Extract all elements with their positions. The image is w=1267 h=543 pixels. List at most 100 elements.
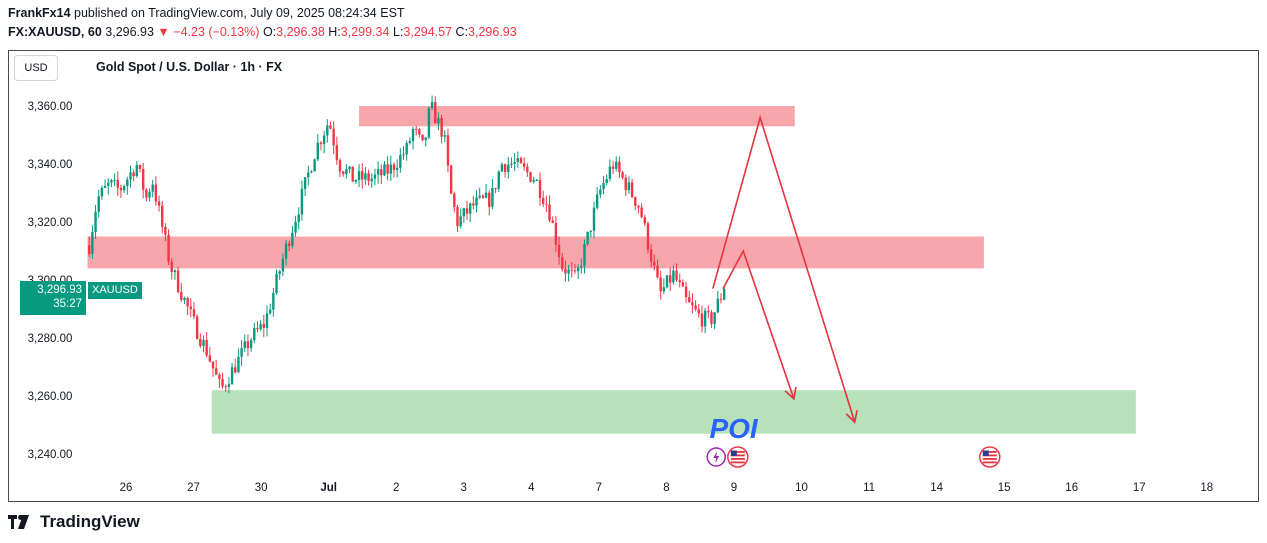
candle-body <box>453 193 456 207</box>
candle-body <box>580 266 583 268</box>
x-tick-label: 9 <box>731 482 737 494</box>
candle-body <box>526 166 529 173</box>
candle-body <box>418 129 421 135</box>
candle-body <box>119 187 123 191</box>
x-tick-label: 18 <box>1200 482 1213 494</box>
candle-body <box>656 265 659 278</box>
candle-body <box>691 302 694 306</box>
candle-body <box>291 232 294 246</box>
candle-body <box>141 168 145 190</box>
candle-body <box>234 367 237 373</box>
y-tick-label: 3,260.00 <box>28 391 73 403</box>
candle-body <box>437 117 440 124</box>
candle-body <box>510 163 513 165</box>
candle-body <box>364 173 367 180</box>
candle-body <box>316 142 319 160</box>
author-name[interactable]: FrankFx14 <box>8 6 71 20</box>
candle-body <box>421 134 424 141</box>
x-tick-label: 3 <box>461 482 467 494</box>
projection-path-long <box>712 114 856 423</box>
y-tick-label: 3,340.00 <box>28 159 73 171</box>
candle-body <box>348 166 351 170</box>
y-tick-label: 3,280.00 <box>28 333 73 345</box>
candle-body <box>129 172 132 180</box>
candle-body <box>278 271 281 274</box>
candle-body <box>551 220 554 223</box>
arrowhead-icon <box>784 386 797 401</box>
candle-body <box>221 378 224 387</box>
candle-body <box>322 135 326 145</box>
candle-body <box>259 324 262 330</box>
candle-body <box>246 341 250 349</box>
chart-frame <box>8 50 1259 502</box>
candle-body <box>237 356 240 373</box>
candle-body <box>167 234 170 262</box>
candle-body <box>532 180 535 182</box>
candle-body <box>113 179 116 181</box>
candle-body <box>503 164 507 172</box>
poi-label: POI <box>709 413 758 444</box>
candle-body <box>383 164 386 176</box>
candle-body <box>538 179 542 198</box>
candle-body <box>214 368 218 375</box>
flag-stripe <box>982 461 997 464</box>
candle-body <box>256 328 259 330</box>
candle-body <box>643 217 646 224</box>
candle-body <box>110 180 113 183</box>
symbol-info: FX:XAUUSD, 60 <box>8 25 102 39</box>
candle-body <box>599 189 602 195</box>
candle-body <box>672 270 675 283</box>
candle-body <box>145 189 148 198</box>
currency-button[interactable]: USD <box>14 55 58 81</box>
candle-body <box>491 187 494 207</box>
candle-body <box>456 206 459 227</box>
us-flag-event-icon <box>979 446 1001 468</box>
candle-body <box>573 270 577 272</box>
candle-body <box>122 186 126 191</box>
candle-body <box>173 270 177 273</box>
candle-body <box>303 177 307 189</box>
candle-body <box>389 164 393 174</box>
open-label: O: <box>262 25 277 39</box>
candle-body <box>561 257 564 269</box>
candle-body <box>703 310 707 327</box>
arrowhead-icon <box>845 410 858 424</box>
x-tick-label: 30 <box>255 482 268 494</box>
candle-body <box>684 286 688 298</box>
candle-body <box>180 292 183 300</box>
candle-body <box>351 166 354 182</box>
candle-body <box>681 282 685 287</box>
candle-body <box>649 249 653 262</box>
x-tick-label: Jul <box>320 482 337 494</box>
candle-body <box>240 348 243 357</box>
candle-body <box>338 160 342 172</box>
candle-body <box>376 169 380 175</box>
candle-body <box>624 177 627 191</box>
candle-body <box>386 164 389 174</box>
candle-body <box>475 197 478 206</box>
candle-body <box>395 167 399 170</box>
x-tick-label: 8 <box>663 482 669 494</box>
publish-info: FrankFx14 published on TradingView.com, … <box>8 6 405 20</box>
candle-body <box>319 142 323 145</box>
y-tick-label: 3,360.00 <box>28 101 73 113</box>
candle-body <box>481 195 485 198</box>
candle-body <box>135 165 139 177</box>
tradingview-logo[interactable]: TradingView <box>8 512 140 532</box>
candle-body <box>554 222 558 245</box>
poi-demand-zone <box>211 390 1136 434</box>
candle-body <box>341 171 345 175</box>
candle-body <box>694 305 697 310</box>
candle-body <box>634 197 637 206</box>
candle-body <box>449 165 453 194</box>
x-tick-label: 11 <box>863 482 875 494</box>
x-tick-label: 4 <box>528 482 535 494</box>
candle-body <box>195 316 199 339</box>
candle-body <box>713 312 716 324</box>
low-value: 3,294.57 <box>403 25 453 39</box>
candle-body <box>335 145 339 161</box>
candle-body <box>484 192 488 198</box>
candle-body <box>564 268 567 274</box>
candle-body <box>208 355 212 362</box>
